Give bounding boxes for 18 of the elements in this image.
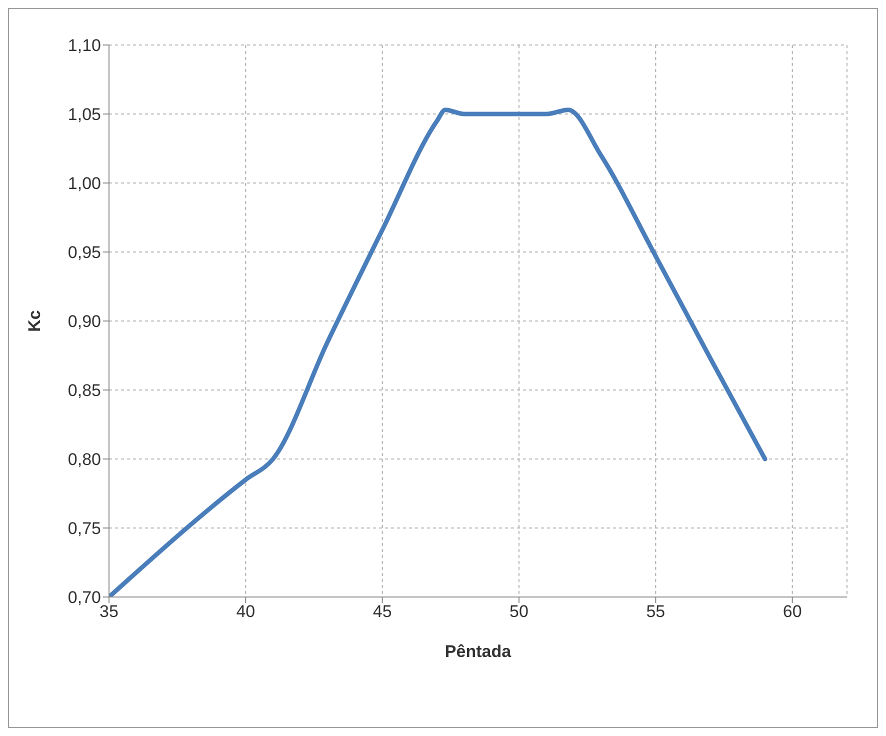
x-tick-label: 55: [646, 602, 666, 622]
y-tick-label: 1,00: [68, 174, 101, 194]
x-tick-label: 50: [510, 602, 528, 622]
y-tick-label: 0,70: [68, 588, 101, 608]
y-axis-title: Kc: [25, 310, 44, 332]
y-tick-label: 1,10: [68, 36, 101, 56]
line-series: [109, 108, 768, 597]
x-tick-label: 35: [100, 602, 118, 622]
y-tick-label: 0,75: [68, 519, 101, 538]
x-tick-label: 45: [372, 602, 392, 622]
y-tick-label: 0,85: [68, 381, 101, 400]
y-tick-label: 0,80: [68, 450, 101, 470]
x-axis-title: Pêntada: [444, 642, 512, 661]
x-tick-label: 60: [782, 602, 802, 622]
y-tick-label: 0,90: [68, 312, 101, 332]
x-tick-label: 40: [236, 602, 256, 622]
y-tick-label: 0,95: [68, 243, 101, 262]
y-tick-label: 1,05: [68, 105, 101, 124]
